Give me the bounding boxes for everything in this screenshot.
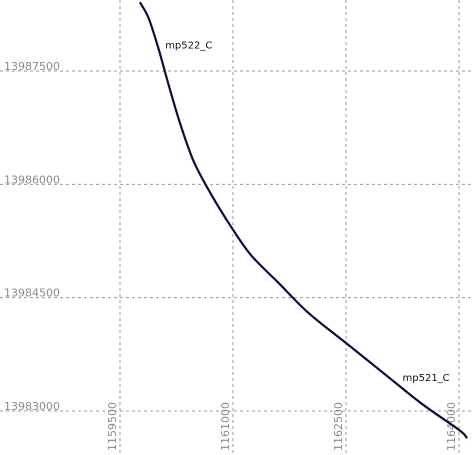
y-tick-label: 13986000 bbox=[4, 173, 60, 186]
x-tick-labels: 1159500 1161000 1162500 1164000 bbox=[106, 402, 458, 451]
y-tick-label: 13984500 bbox=[4, 287, 60, 300]
map-feature-line bbox=[139, 1, 468, 439]
horizontal-grid-lines bbox=[0, 70, 473, 412]
x-tick-label: 1161000 bbox=[219, 402, 232, 451]
y-tick-label: 13987500 bbox=[4, 60, 60, 73]
y-tick-label: 13983000 bbox=[4, 400, 60, 413]
x-tick-label: 1162500 bbox=[332, 402, 345, 451]
x-tick-label: 1159500 bbox=[106, 402, 119, 451]
x-tick-label: 1164000 bbox=[445, 402, 458, 451]
vertical-grid-lines bbox=[119, 0, 460, 455]
feature-label-mp521-c: mp521_C bbox=[403, 373, 450, 384]
y-tick-labels: 13987500 13986000 13984500 13983000 bbox=[4, 60, 60, 413]
feature-label-mp522-c: mp522_C bbox=[165, 40, 212, 51]
feature-labels: mp522_C mp521_C bbox=[165, 40, 449, 383]
